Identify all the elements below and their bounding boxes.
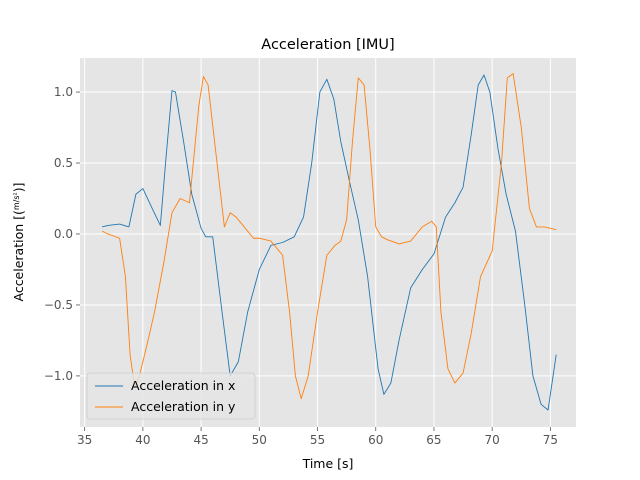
legend-label-y: Acceleration in y	[131, 399, 236, 414]
y-axis-label-numerator: m	[12, 202, 21, 210]
y-tick-label: −0.5	[44, 298, 73, 312]
series-line-y	[101, 73, 557, 400]
x-tick-label: 60	[368, 433, 383, 447]
y-axis-ticks: −1.0 −0.5 0.0 0.5 1.0	[44, 85, 80, 383]
y-axis-label-suffix: )]	[11, 182, 26, 192]
legend-label-x: Acceleration in x	[131, 378, 235, 393]
y-axis-label-denominator: s²	[12, 192, 21, 199]
y-axis-label-prefix: Acceleration [(	[11, 210, 26, 301]
x-tick-label: 70	[485, 433, 500, 447]
y-tick-label: 1.0	[54, 85, 73, 99]
y-tick-label: 0.5	[54, 156, 73, 170]
x-tick-label: 75	[543, 433, 558, 447]
chart-title: Acceleration [IMU]	[261, 37, 394, 53]
x-tick-label: 65	[426, 433, 441, 447]
svg-text:Acceleration [(m/s²)]: Acceleration [(m/s²)]	[11, 182, 26, 301]
y-tick-label: 0.0	[54, 227, 73, 241]
y-axis-label-slash: /	[12, 199, 21, 202]
legend-box	[86, 372, 256, 420]
x-axis-label: Time [s]	[302, 456, 354, 471]
x-tick-label: 35	[77, 433, 92, 447]
data-lines	[101, 73, 557, 411]
legend: Acceleration in x Acceleration in y	[86, 372, 256, 420]
x-axis-ticks: 35 40 45 50 55 60 65 70 75	[77, 427, 558, 447]
x-tick-label: 50	[252, 433, 267, 447]
y-axis-label: Acceleration [(m/s²)]	[11, 182, 26, 301]
x-tick-label: 40	[135, 433, 150, 447]
x-tick-label: 45	[193, 433, 208, 447]
y-tick-label: −1.0	[44, 369, 73, 383]
plot-area	[80, 58, 576, 427]
x-tick-label: 55	[310, 433, 325, 447]
series-line-x	[102, 74, 557, 411]
grid	[80, 58, 576, 427]
